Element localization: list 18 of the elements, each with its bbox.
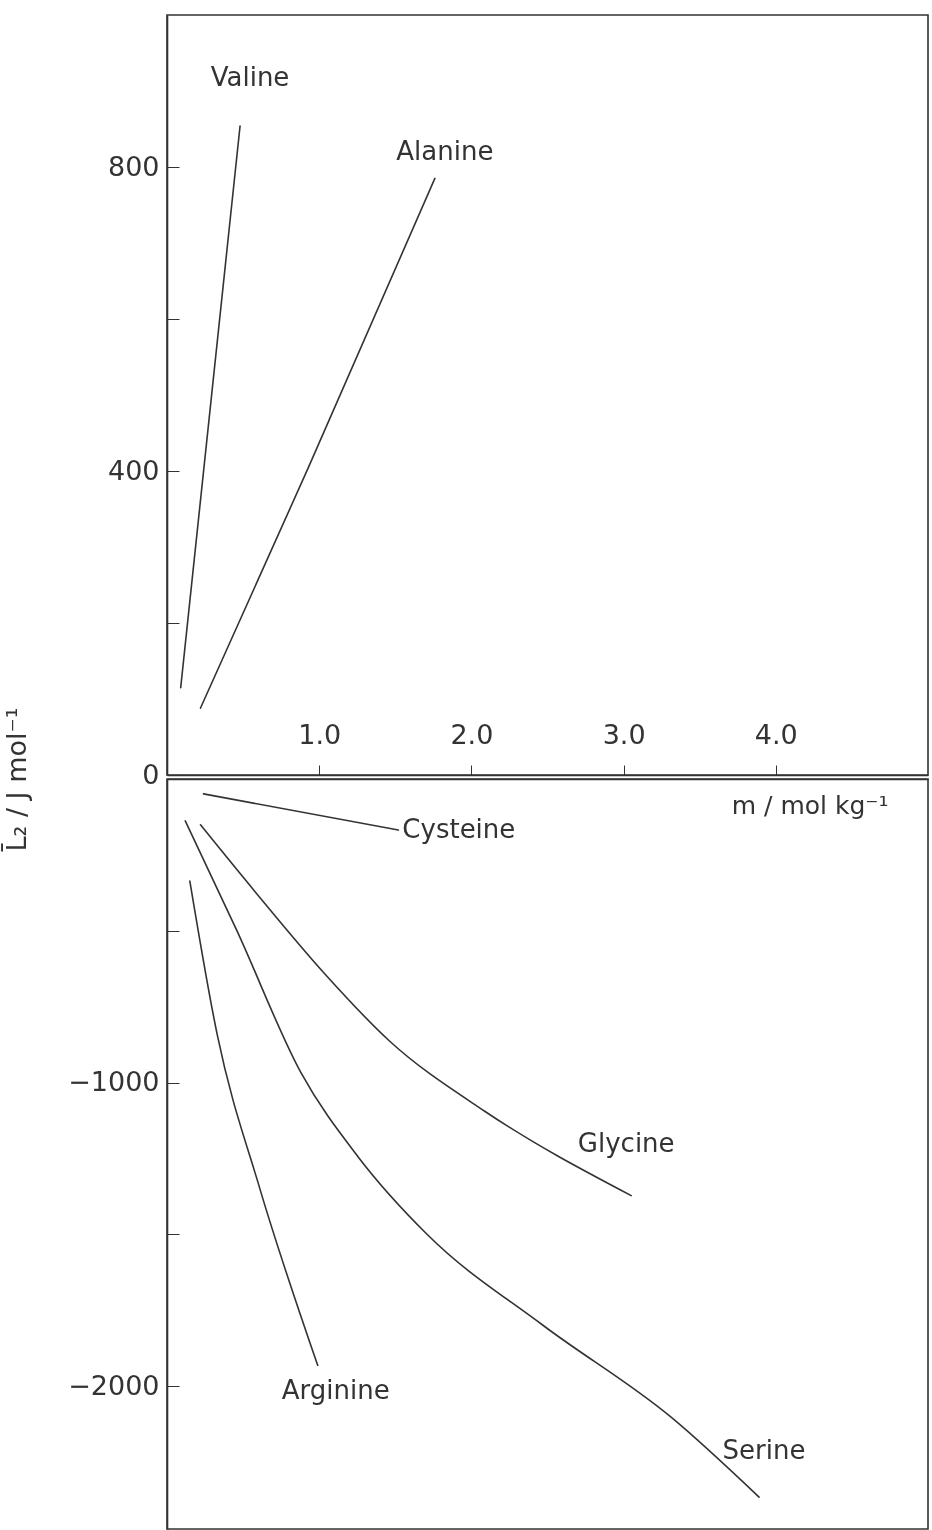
series-label: Alanine xyxy=(396,136,494,167)
x-tick-label: 1.0 xyxy=(298,718,342,750)
x-tick-label: 3.0 xyxy=(602,718,646,750)
y-tick-label: −2000 xyxy=(68,1369,160,1401)
series-label: Cysteine xyxy=(402,814,516,845)
x-axis-title: m / mol kg⁻¹ xyxy=(731,790,889,820)
line-series xyxy=(189,880,319,1367)
y-tick-label: 400 xyxy=(107,454,160,486)
series-label: Serine xyxy=(722,1435,806,1466)
series-label: Arginine xyxy=(281,1375,390,1406)
x-tick-label: 4.0 xyxy=(754,718,798,750)
x-tick-label: 2.0 xyxy=(450,718,494,750)
y-tick-label: −1000 xyxy=(68,1066,160,1098)
series-label: Valine xyxy=(210,61,290,92)
y-tick-label: 800 xyxy=(107,150,160,182)
y-axis-title: L̄₂ / J mol⁻¹ xyxy=(0,707,32,852)
y-tick-label: 0 xyxy=(142,758,160,790)
series-label: Glycine xyxy=(577,1127,675,1158)
